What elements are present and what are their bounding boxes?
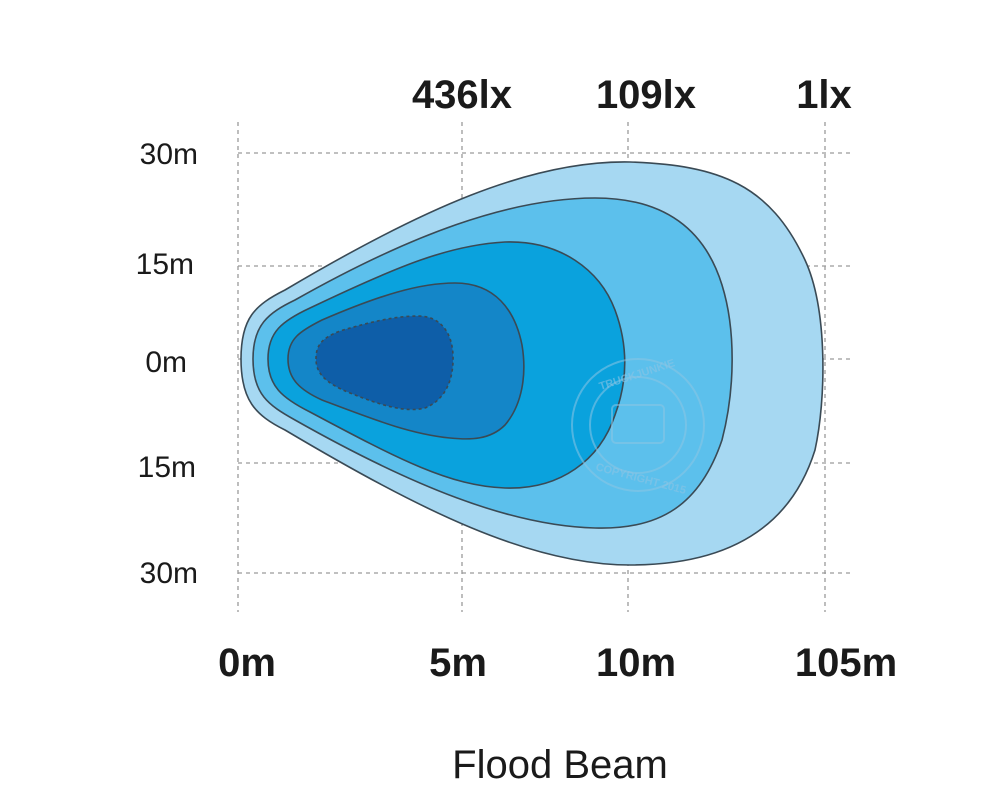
- y-axis-labels: 30m 15m 0m 15m 30m: [136, 138, 198, 590]
- zone-436lx: [315, 315, 454, 411]
- y-tick-label: 30m: [140, 138, 198, 171]
- x-tick-label: 5m: [429, 641, 487, 685]
- y-tick-label: 15m: [138, 451, 196, 484]
- lux-label-109: 109lx: [596, 73, 696, 117]
- diagram-title: Flood Beam: [452, 743, 668, 787]
- x-tick-label: 0m: [218, 641, 276, 685]
- x-tick-label: 10m: [596, 641, 676, 685]
- isolux-zones: [240, 161, 824, 566]
- y-tick-label: 30m: [140, 557, 198, 590]
- lux-label-1: 1lx: [796, 73, 852, 117]
- lux-labels: 436lx 109lx 1lx: [412, 73, 852, 117]
- y-tick-label: 0m: [145, 346, 187, 379]
- y-tick-label: 15m: [136, 248, 194, 281]
- lux-label-436: 436lx: [412, 73, 512, 117]
- x-tick-label: 105m: [795, 641, 897, 685]
- x-axis-labels: 0m 5m 10m 105m: [218, 641, 897, 685]
